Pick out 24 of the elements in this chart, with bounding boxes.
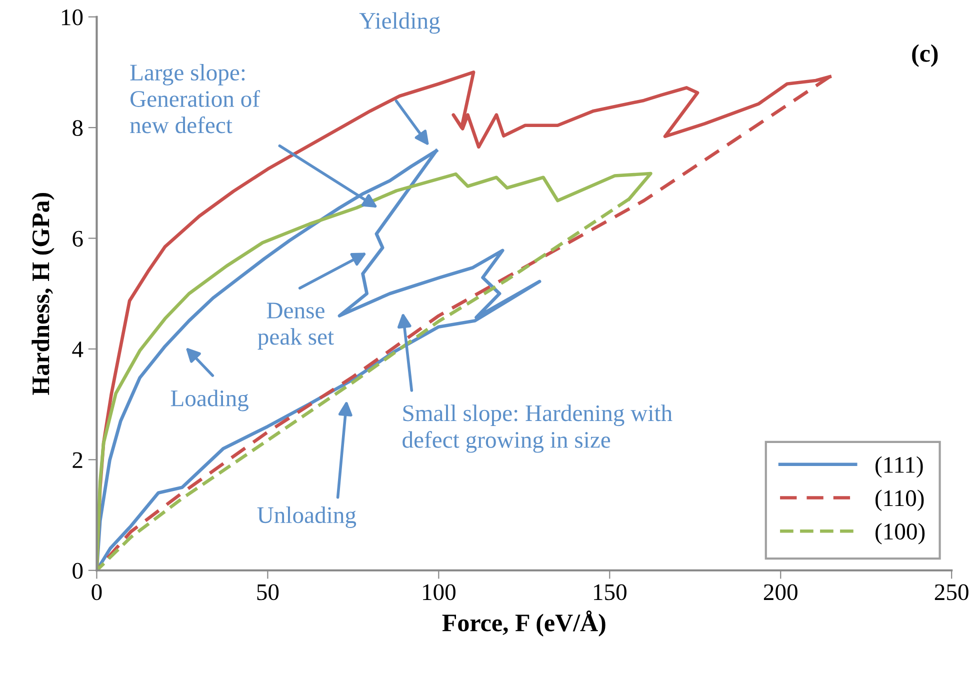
- y-axis-title: Hardness, H (GPa): [32, 192, 54, 395]
- y-tick-label: 10: [62, 9, 83, 26]
- x-tick-label: 100: [423, 584, 456, 600]
- annotation: Dense peak set: [258, 302, 334, 350]
- x-axis-title: Force, F (eV/Å): [442, 610, 606, 636]
- annotation: Large slope: Generation of new defect: [130, 64, 260, 134]
- annotation: Loading: [170, 390, 248, 412]
- annotation: (c): [912, 44, 938, 67]
- y-tick-label: 6: [72, 230, 83, 247]
- legend-label: (111): [876, 456, 923, 478]
- annotation: Small slope: Hardening with defect growing in size: [402, 404, 672, 453]
- x-tick-label: 200: [764, 584, 798, 600]
- y-tick-label: 4: [72, 342, 84, 358]
- x-tick-label: 250: [934, 584, 968, 600]
- annotation: Yielding: [359, 12, 440, 34]
- y-tick-label: 2: [72, 452, 82, 468]
- x-tick-label: 0: [92, 584, 102, 600]
- legend-label: (100): [876, 522, 925, 544]
- x-tick-label: 50: [257, 584, 279, 600]
- x-tick-label: 150: [594, 584, 626, 600]
- y-tick-label: 8: [72, 120, 83, 136]
- y-tick-label: 0: [72, 562, 83, 579]
- annotation: Unloading: [257, 506, 356, 528]
- legend-label: (110): [876, 490, 924, 512]
